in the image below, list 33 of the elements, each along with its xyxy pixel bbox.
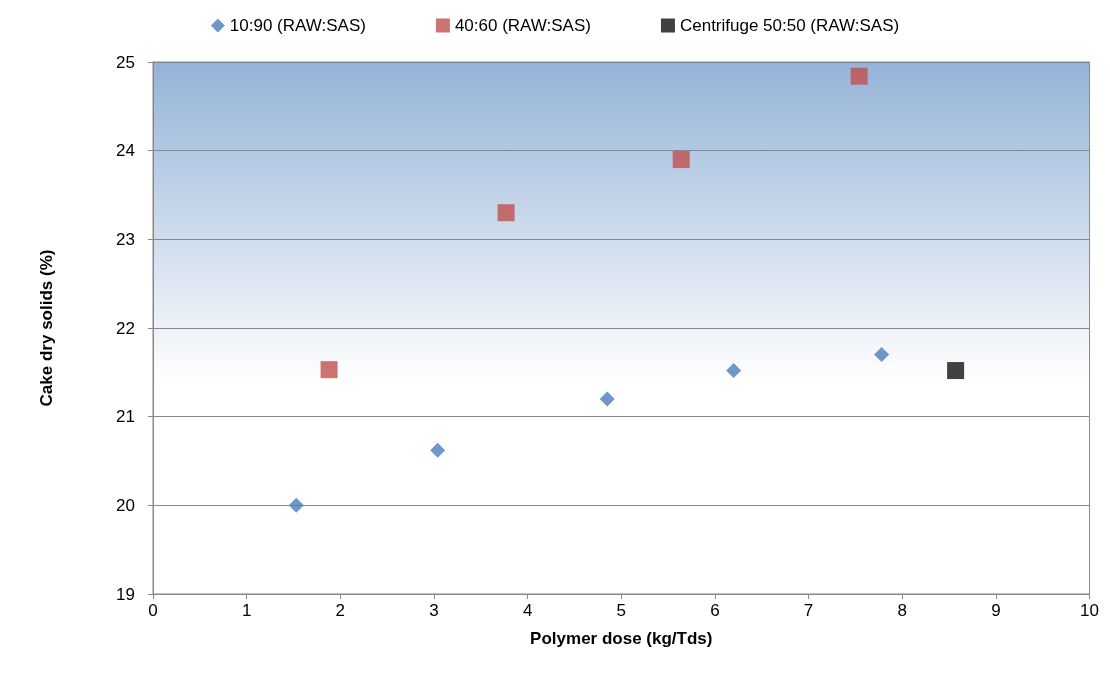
x-axis-title: Polymer dose (kg/Tds) bbox=[530, 629, 713, 648]
x-tick-label: 2 bbox=[335, 601, 346, 620]
x-tick-label: 6 bbox=[710, 601, 720, 620]
point bbox=[874, 347, 890, 363]
x-tick-label: 8 bbox=[897, 601, 907, 620]
legend-label: 10:90 (RAW:SAS) bbox=[229, 16, 366, 35]
point bbox=[430, 442, 446, 458]
legend-label: 40:60 (RAW:SAS) bbox=[454, 16, 591, 35]
point bbox=[288, 497, 304, 513]
x-tick-label: 9 bbox=[991, 601, 1001, 620]
x-tick-label: 4 bbox=[522, 601, 533, 620]
x-tick-label: 3 bbox=[429, 601, 439, 620]
y-tick-label: 21 bbox=[116, 407, 135, 427]
point bbox=[497, 204, 515, 222]
y-tick-label: 20 bbox=[116, 495, 135, 515]
y-tick-label: 19 bbox=[116, 584, 135, 604]
point bbox=[850, 67, 868, 85]
point bbox=[672, 151, 690, 169]
point bbox=[726, 363, 742, 379]
point bbox=[599, 391, 615, 407]
x-tick-label: 0 bbox=[148, 601, 158, 620]
y-axis-title: Cake dry solids (%) bbox=[37, 249, 56, 407]
y-tick-label: 25 bbox=[116, 52, 135, 72]
y-tick-label: 22 bbox=[116, 318, 135, 338]
x-tick-label: 5 bbox=[616, 601, 627, 620]
legend-label: Centrifuge 50:50 (RAW:SAS) bbox=[679, 16, 900, 35]
y-tick-label: 24 bbox=[116, 141, 135, 161]
y-tick-label: 23 bbox=[116, 229, 135, 249]
x-tick-label: 7 bbox=[803, 601, 814, 620]
x-tick-label: 10 bbox=[1080, 601, 1100, 620]
point bbox=[320, 361, 338, 379]
point bbox=[947, 362, 965, 380]
x-tick-label: 1 bbox=[241, 601, 252, 620]
